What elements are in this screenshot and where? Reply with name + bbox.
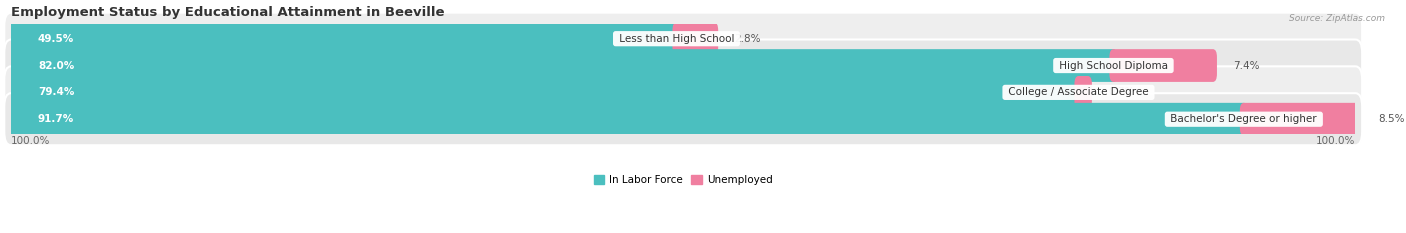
FancyBboxPatch shape — [4, 13, 1362, 65]
Text: 8.5%: 8.5% — [1378, 114, 1405, 124]
FancyBboxPatch shape — [7, 22, 681, 55]
Text: 0.7%: 0.7% — [1108, 87, 1135, 97]
Text: 2.8%: 2.8% — [734, 34, 761, 44]
Text: 100.0%: 100.0% — [11, 136, 51, 146]
FancyBboxPatch shape — [1240, 103, 1362, 136]
Legend: In Labor Force, Unemployed: In Labor Force, Unemployed — [589, 171, 778, 189]
Text: 7.4%: 7.4% — [1233, 61, 1260, 71]
Text: 82.0%: 82.0% — [38, 61, 75, 71]
FancyBboxPatch shape — [1074, 76, 1092, 109]
FancyBboxPatch shape — [1109, 49, 1218, 82]
FancyBboxPatch shape — [4, 93, 1362, 145]
FancyBboxPatch shape — [7, 103, 1249, 136]
Text: 91.7%: 91.7% — [38, 114, 75, 124]
Text: Bachelor's Degree or higher: Bachelor's Degree or higher — [1167, 114, 1320, 124]
FancyBboxPatch shape — [4, 40, 1362, 92]
Text: 100.0%: 100.0% — [1316, 136, 1355, 146]
FancyBboxPatch shape — [7, 76, 1083, 109]
FancyBboxPatch shape — [672, 22, 718, 55]
Text: 49.5%: 49.5% — [38, 34, 75, 44]
FancyBboxPatch shape — [7, 49, 1118, 82]
FancyBboxPatch shape — [4, 66, 1362, 118]
Text: 79.4%: 79.4% — [38, 87, 75, 97]
Text: Source: ZipAtlas.com: Source: ZipAtlas.com — [1289, 14, 1385, 23]
Text: College / Associate Degree: College / Associate Degree — [1005, 87, 1152, 97]
Text: Less than High School: Less than High School — [616, 34, 737, 44]
Text: High School Diploma: High School Diploma — [1056, 61, 1171, 71]
Text: Employment Status by Educational Attainment in Beeville: Employment Status by Educational Attainm… — [11, 6, 444, 19]
